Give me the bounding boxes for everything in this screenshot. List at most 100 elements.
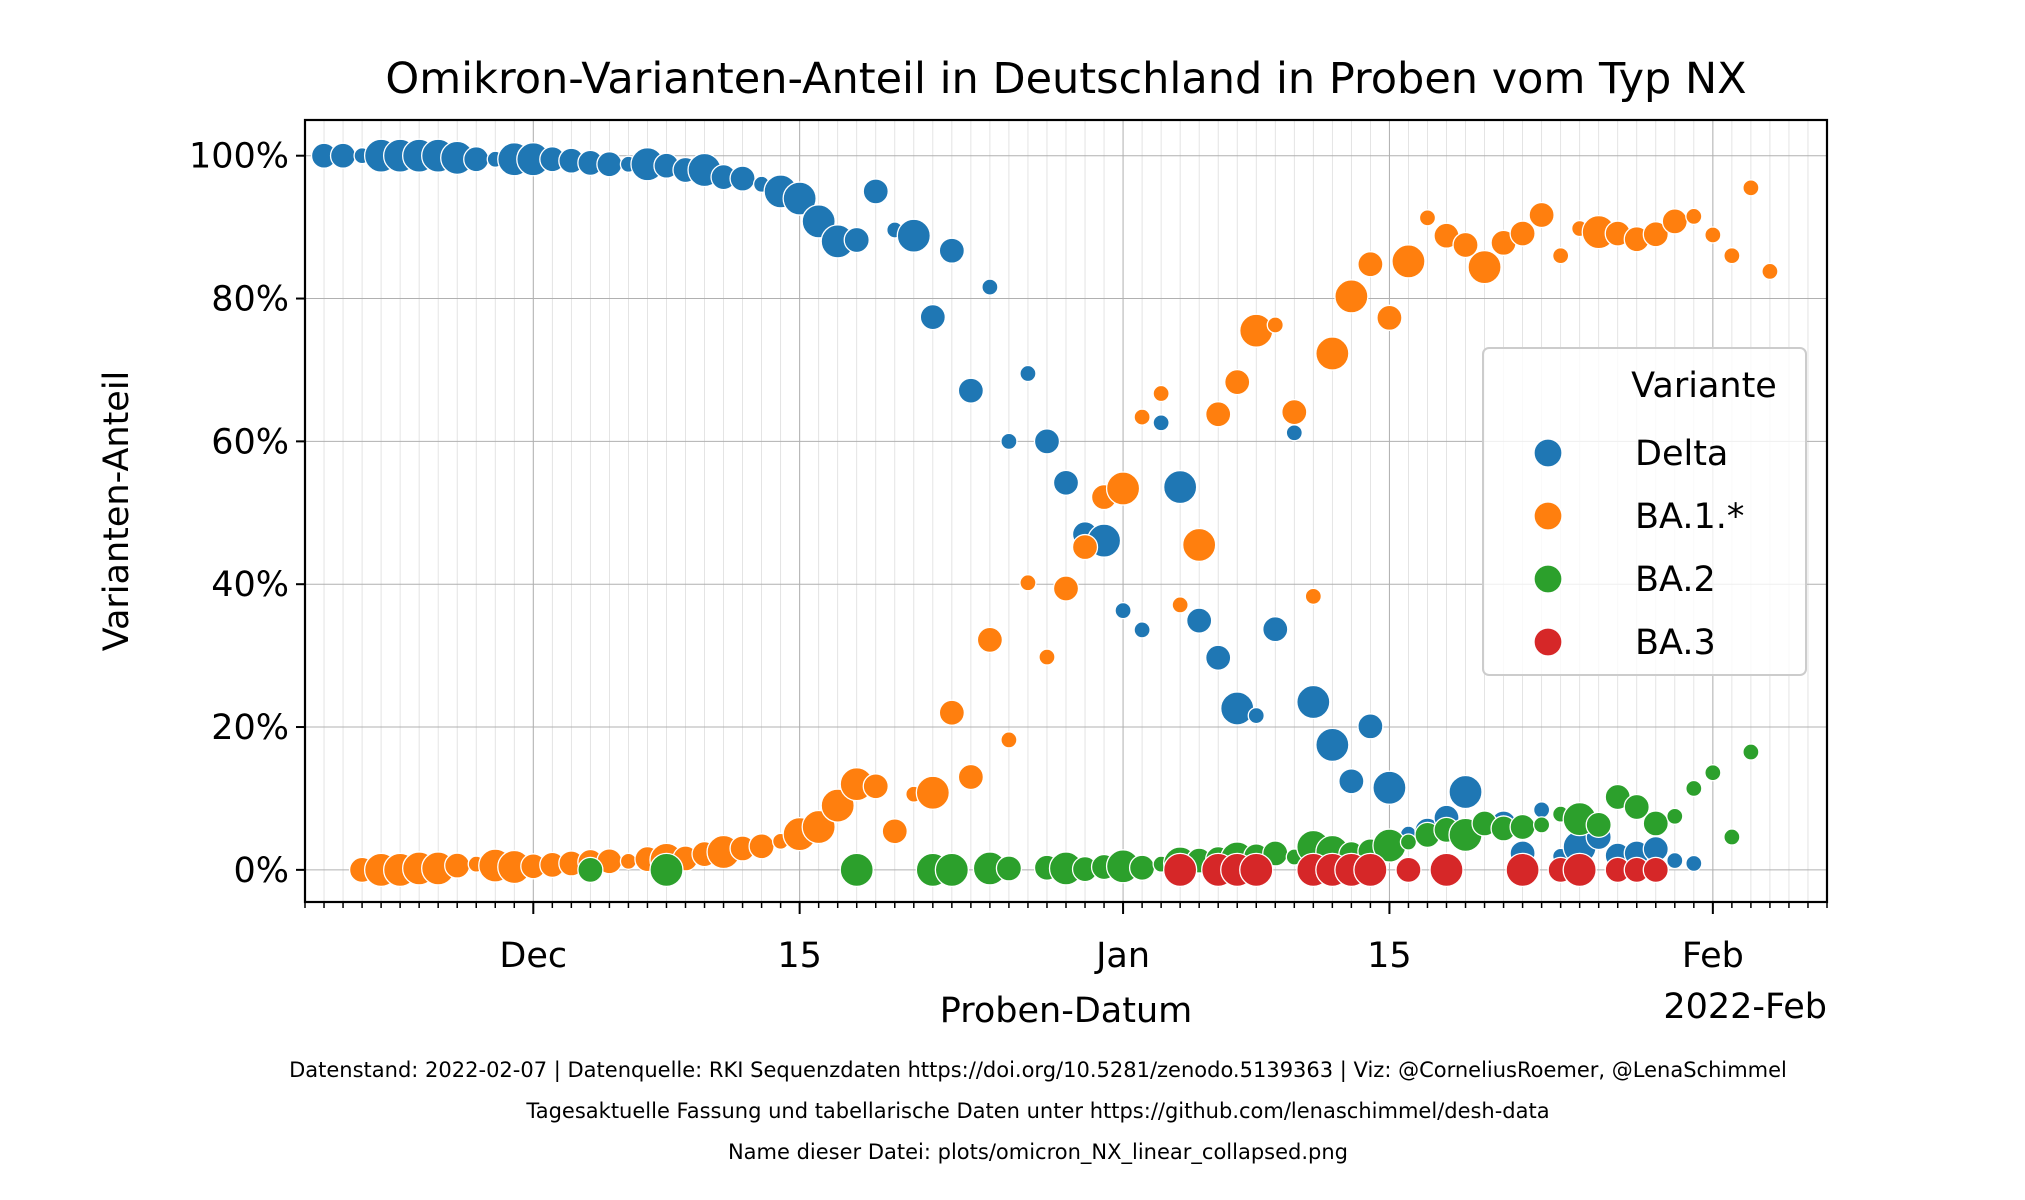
data-point (1585, 811, 1612, 839)
data-point (1334, 279, 1369, 314)
data-point (1357, 251, 1384, 278)
data-point (1685, 854, 1703, 873)
data-point (1685, 779, 1703, 798)
footer-line-2: Tagesaktuelle Fassung und tabellarische … (525, 1099, 1549, 1123)
data-point (782, 181, 817, 216)
data-point (1399, 833, 1418, 851)
data-point (938, 699, 965, 726)
data-point (1038, 648, 1056, 666)
data-point (862, 773, 889, 800)
footer-line-1: Datenstand: 2022-02-07 | Datenquelle: RK… (289, 1058, 1787, 1083)
data-point (976, 626, 1004, 654)
data-point (1509, 813, 1536, 841)
data-point (1133, 408, 1151, 426)
data-point (1182, 527, 1217, 563)
data-point (981, 278, 999, 296)
legend-label: BA.3 (1635, 623, 1716, 663)
legend-marker (1533, 501, 1563, 531)
data-point (995, 855, 1023, 882)
legend-marker (1533, 564, 1563, 594)
data-point (1266, 316, 1284, 334)
data-point (444, 852, 471, 879)
data-point (1452, 231, 1479, 259)
data-point (1071, 533, 1099, 561)
data-point (329, 142, 357, 169)
y-axis-ticks: 0% 20% 40% 60% 80% 100% (189, 137, 305, 891)
data-point (843, 226, 870, 254)
data-point (1685, 207, 1703, 226)
data-point (1239, 313, 1274, 348)
data-point (1666, 851, 1684, 870)
data-point (1357, 713, 1384, 740)
data-point (1163, 469, 1198, 505)
data-point (1285, 424, 1303, 442)
data-point (1528, 201, 1555, 229)
y-tick-label: 40% (211, 565, 289, 605)
series-ba-3 (1163, 852, 1669, 888)
data-point (1661, 208, 1688, 235)
data-point (1467, 249, 1502, 285)
data-point (881, 818, 908, 845)
data-point (1642, 810, 1669, 837)
x-tick-label: Feb (1682, 936, 1744, 976)
data-point (1105, 471, 1141, 506)
data-point (1152, 384, 1170, 403)
data-point (1281, 398, 1308, 426)
data-point (1723, 247, 1741, 265)
data-point (1186, 607, 1213, 634)
data-point (938, 237, 965, 264)
data-point (1532, 801, 1551, 819)
y-tick-label: 60% (211, 422, 289, 462)
data-point (1623, 793, 1650, 821)
data-point (1395, 856, 1422, 884)
data-point (1262, 616, 1289, 643)
y-tick-label: 0% (233, 851, 289, 891)
data-point (934, 852, 969, 888)
data-point (1552, 247, 1570, 265)
series-ba-1 (348, 179, 1779, 888)
data-point (1296, 684, 1331, 720)
data-point (1033, 428, 1061, 455)
data-point (1448, 774, 1483, 810)
data-point (596, 151, 623, 178)
x-tick-label: Dec (499, 936, 567, 976)
data-point (1391, 244, 1426, 279)
data-point (1429, 852, 1464, 888)
y-tick-label: 100% (189, 137, 289, 177)
footer-line-3: Name dieser Datei: plots/omicron_NX_line… (728, 1140, 1348, 1165)
data-point (1338, 768, 1365, 795)
data-point (1642, 856, 1669, 884)
data-point (1205, 644, 1232, 671)
data-point (839, 852, 874, 888)
data-point (1247, 706, 1265, 725)
data-point (1505, 852, 1540, 888)
data-point (1666, 807, 1684, 825)
x-tick-label: 15 (1367, 936, 1412, 976)
y-tick-label: 80% (211, 280, 289, 320)
data-point (463, 146, 490, 173)
data-point (957, 377, 985, 404)
x-axis-ticks: Dec 15 Jan 15 Feb (304, 902, 1828, 976)
data-point (1353, 852, 1388, 888)
data-point (1532, 816, 1551, 834)
x-axis-offset-label: 2022-Feb (1663, 987, 1827, 1027)
data-point (1376, 304, 1403, 331)
legend-label: BA.1.* (1635, 497, 1744, 537)
data-point (577, 856, 604, 884)
data-point (1304, 587, 1322, 605)
data-point (957, 763, 985, 791)
legend-marker (1533, 627, 1563, 657)
data-point (1509, 220, 1536, 247)
data-point (619, 852, 638, 870)
data-point (1000, 731, 1018, 749)
data-point (1418, 209, 1437, 227)
data-point (915, 775, 950, 810)
data-point (1019, 574, 1037, 592)
data-point (1152, 414, 1170, 432)
data-point (1205, 401, 1232, 428)
data-point (1315, 336, 1350, 371)
data-point (729, 165, 756, 192)
data-point (1562, 852, 1597, 888)
y-axis-label: Varianten-Anteil (97, 371, 137, 652)
